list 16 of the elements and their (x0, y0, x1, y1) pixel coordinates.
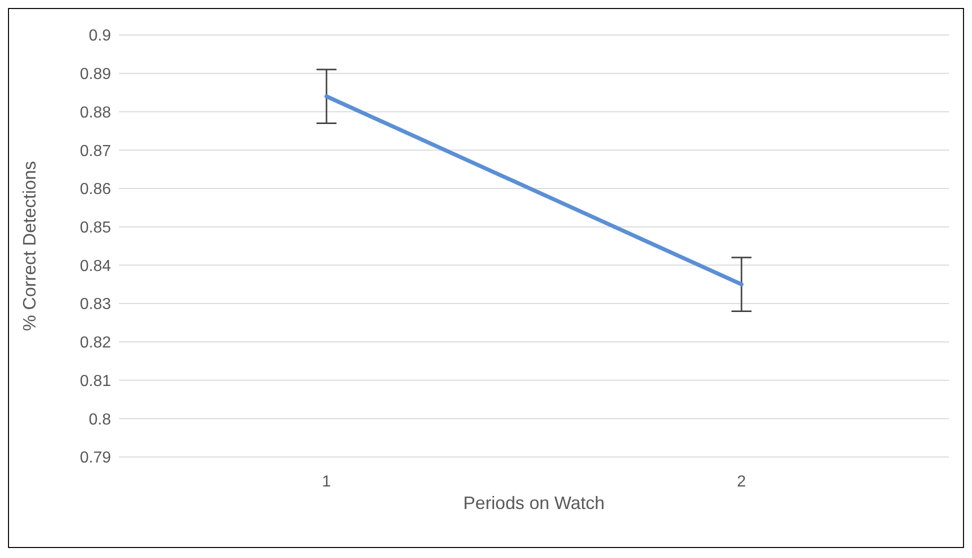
x-axis-title: Periods on Watch (463, 493, 605, 513)
y-tick-label: 0.81 (80, 372, 112, 390)
y-tick-label: 0.89 (80, 66, 112, 84)
y-tick-label: 0.9 (88, 28, 112, 45)
y-tick-label: 0.86 (80, 181, 112, 198)
y-tick-label: 0.83 (80, 296, 112, 314)
y-tick-label: 0.8 (88, 411, 112, 428)
y-tick-label: 0.79 (80, 450, 112, 467)
y-tick-label: 0.85 (80, 220, 112, 236)
y-axis-title: % Correct Detections (19, 160, 40, 332)
x-tick-label: 2 (737, 473, 746, 490)
y-tick-label: 0.88 (80, 104, 112, 122)
y-tick-label: 0.87 (80, 142, 112, 160)
y-tick-label: 0.82 (80, 334, 112, 352)
x-tick-label: 1 (322, 473, 332, 490)
y-tick-label: 0.84 (80, 258, 112, 275)
